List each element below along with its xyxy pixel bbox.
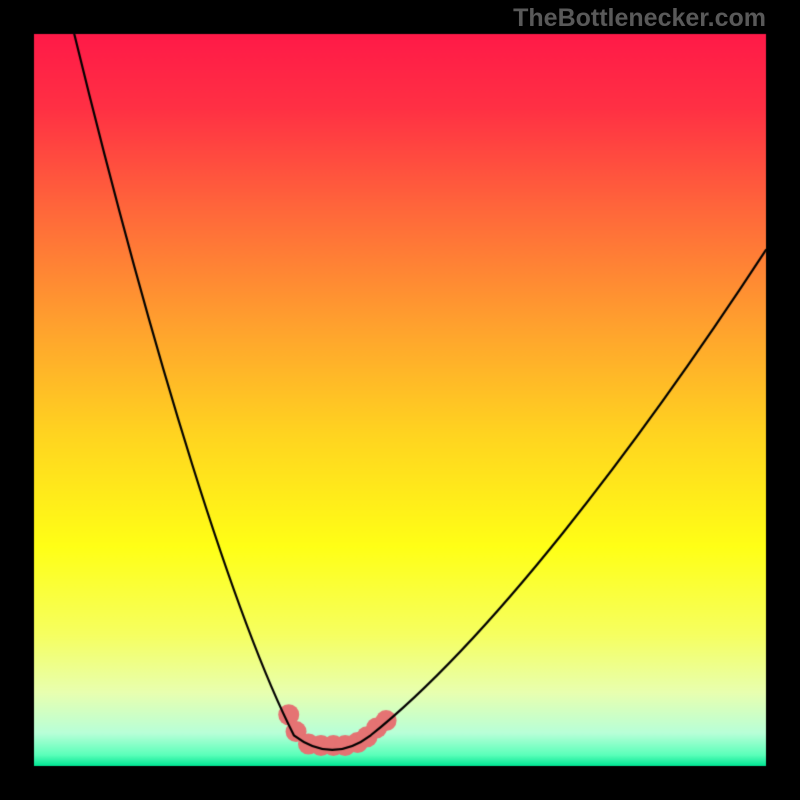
watermark-text: TheBottlenecker.com xyxy=(513,4,766,33)
bottleneck-curve-canvas xyxy=(0,0,800,800)
chart-stage: TheBottlenecker.com xyxy=(0,0,800,800)
